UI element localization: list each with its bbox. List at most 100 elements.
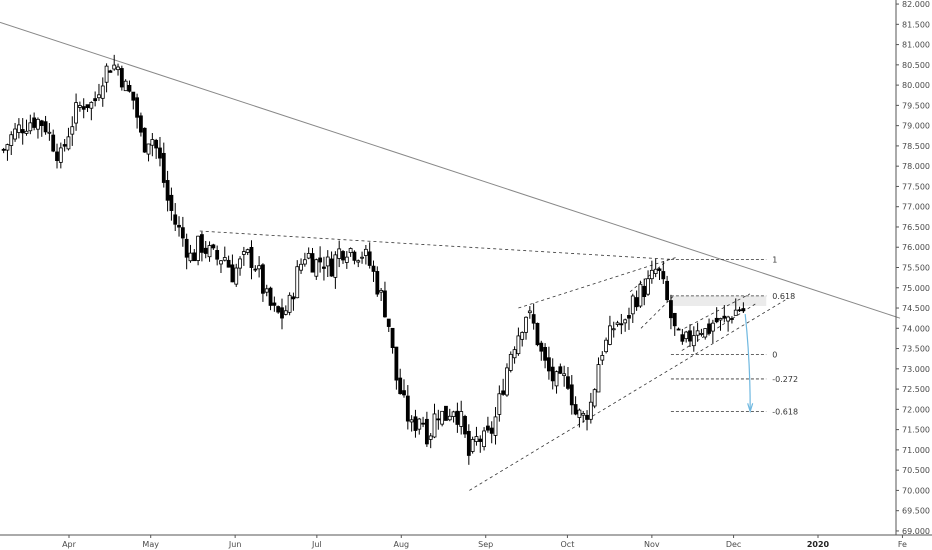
candle-down: [177, 224, 181, 228]
candle-down: [619, 323, 624, 326]
candle-down: [383, 290, 387, 318]
candle-up: [695, 330, 700, 336]
candle-down: [634, 297, 639, 308]
candle-down: [119, 68, 124, 88]
candle-down: [485, 425, 490, 431]
candle-up: [379, 290, 384, 293]
candle-up: [222, 257, 227, 261]
candle-down: [421, 422, 425, 425]
candle-up: [97, 94, 101, 99]
price-axis[interactable]: 82.000 81.500 81.000 80.500 80.000 79.500 79.0…: [895, 0, 930, 536]
candle-down: [200, 234, 204, 253]
candle-down: [158, 147, 162, 159]
candle-up: [428, 435, 433, 440]
candle-up: [333, 254, 338, 278]
candle-down: [573, 404, 578, 415]
candle-down: [741, 308, 746, 312]
candle-up: [604, 339, 609, 353]
price-tick-label: 79.000: [902, 122, 930, 131]
candle-down: [165, 180, 170, 201]
candle-up: [417, 418, 422, 430]
price-tick-label: 78.000: [902, 162, 930, 171]
price-tick-label: 73.500: [902, 345, 930, 354]
time-tick-label: Jun: [228, 540, 242, 549]
candle-down: [276, 306, 281, 313]
candle-down: [142, 127, 147, 153]
candle-up: [196, 235, 201, 261]
candle-up: [234, 267, 239, 285]
candle-down: [161, 152, 166, 183]
candle-down: [261, 264, 265, 294]
candle-down: [55, 151, 59, 161]
candle-down: [543, 347, 547, 361]
candle-down: [627, 315, 631, 319]
price-tick-label: 74.500: [902, 304, 930, 313]
price-tick-label: 78.500: [902, 142, 930, 151]
candle-down: [139, 115, 143, 133]
candle-up: [287, 294, 292, 313]
time-tick-label: Sep: [478, 540, 493, 549]
time-tick-label: May: [142, 540, 159, 549]
candle-up: [146, 143, 151, 155]
fib-level-label: 0: [772, 351, 777, 360]
candle-up: [283, 310, 288, 315]
price-tick-label: 77.000: [902, 203, 930, 212]
time-tick-label: Apr: [62, 540, 77, 549]
price-tick-label: 72.500: [902, 385, 930, 394]
candle-down: [154, 139, 159, 149]
price-tick-label: 75.000: [902, 284, 930, 293]
candle-up: [699, 333, 704, 335]
candle-down: [215, 250, 220, 260]
candle-down: [62, 144, 67, 147]
candle-down: [322, 266, 326, 269]
dashed-resistance-line: [199, 230, 671, 260]
candle-up: [512, 349, 517, 359]
candle-up: [497, 393, 502, 415]
candle-down: [371, 265, 376, 272]
candle-down: [405, 395, 410, 422]
price-tick-label: 69.000: [902, 527, 930, 536]
candle-up: [360, 256, 364, 259]
candle-up: [524, 316, 528, 333]
candle-down: [566, 376, 570, 389]
fib-level-label: 0.618: [772, 292, 795, 301]
candle-down: [32, 117, 37, 128]
candle-up: [482, 430, 486, 448]
candle-down: [436, 418, 441, 421]
candle-up: [13, 128, 17, 140]
candle-up: [562, 373, 567, 376]
fib-level-label: -0.618: [772, 407, 798, 416]
candle-down: [672, 312, 677, 327]
candle-down: [375, 271, 380, 295]
fib-shaded-zone: [670, 295, 767, 307]
candle-up: [733, 309, 738, 316]
time-axis[interactable]: Apr May Jun Jul Aug Sep Oct Nov Dec 2020 Fe: [0, 534, 932, 549]
candle-down: [539, 342, 544, 352]
candle-down: [211, 244, 216, 249]
candle-down: [550, 366, 555, 382]
candle-up: [638, 283, 643, 307]
candle-up: [726, 316, 731, 322]
candle-down: [676, 328, 681, 331]
candle-up: [554, 371, 559, 387]
candle-up: [508, 353, 513, 371]
candle-down: [310, 253, 315, 273]
candle-up: [74, 102, 78, 124]
candle-down: [249, 247, 254, 268]
time-tick-label: Nov: [644, 540, 660, 549]
candle-up: [245, 249, 250, 253]
price-tick-label: 76.000: [902, 243, 930, 252]
candle-up: [348, 248, 353, 254]
price-tick-label: 71.000: [902, 446, 930, 455]
candle-up: [100, 85, 105, 99]
candle-up: [646, 278, 650, 295]
time-tick-label: Jul: [311, 540, 322, 549]
candle-up: [623, 319, 628, 324]
candle-up: [302, 259, 307, 265]
candle-down: [93, 98, 98, 102]
candle-down: [192, 252, 197, 262]
candle-up: [123, 80, 128, 92]
candle-up: [299, 263, 303, 271]
candle-down: [51, 134, 56, 152]
